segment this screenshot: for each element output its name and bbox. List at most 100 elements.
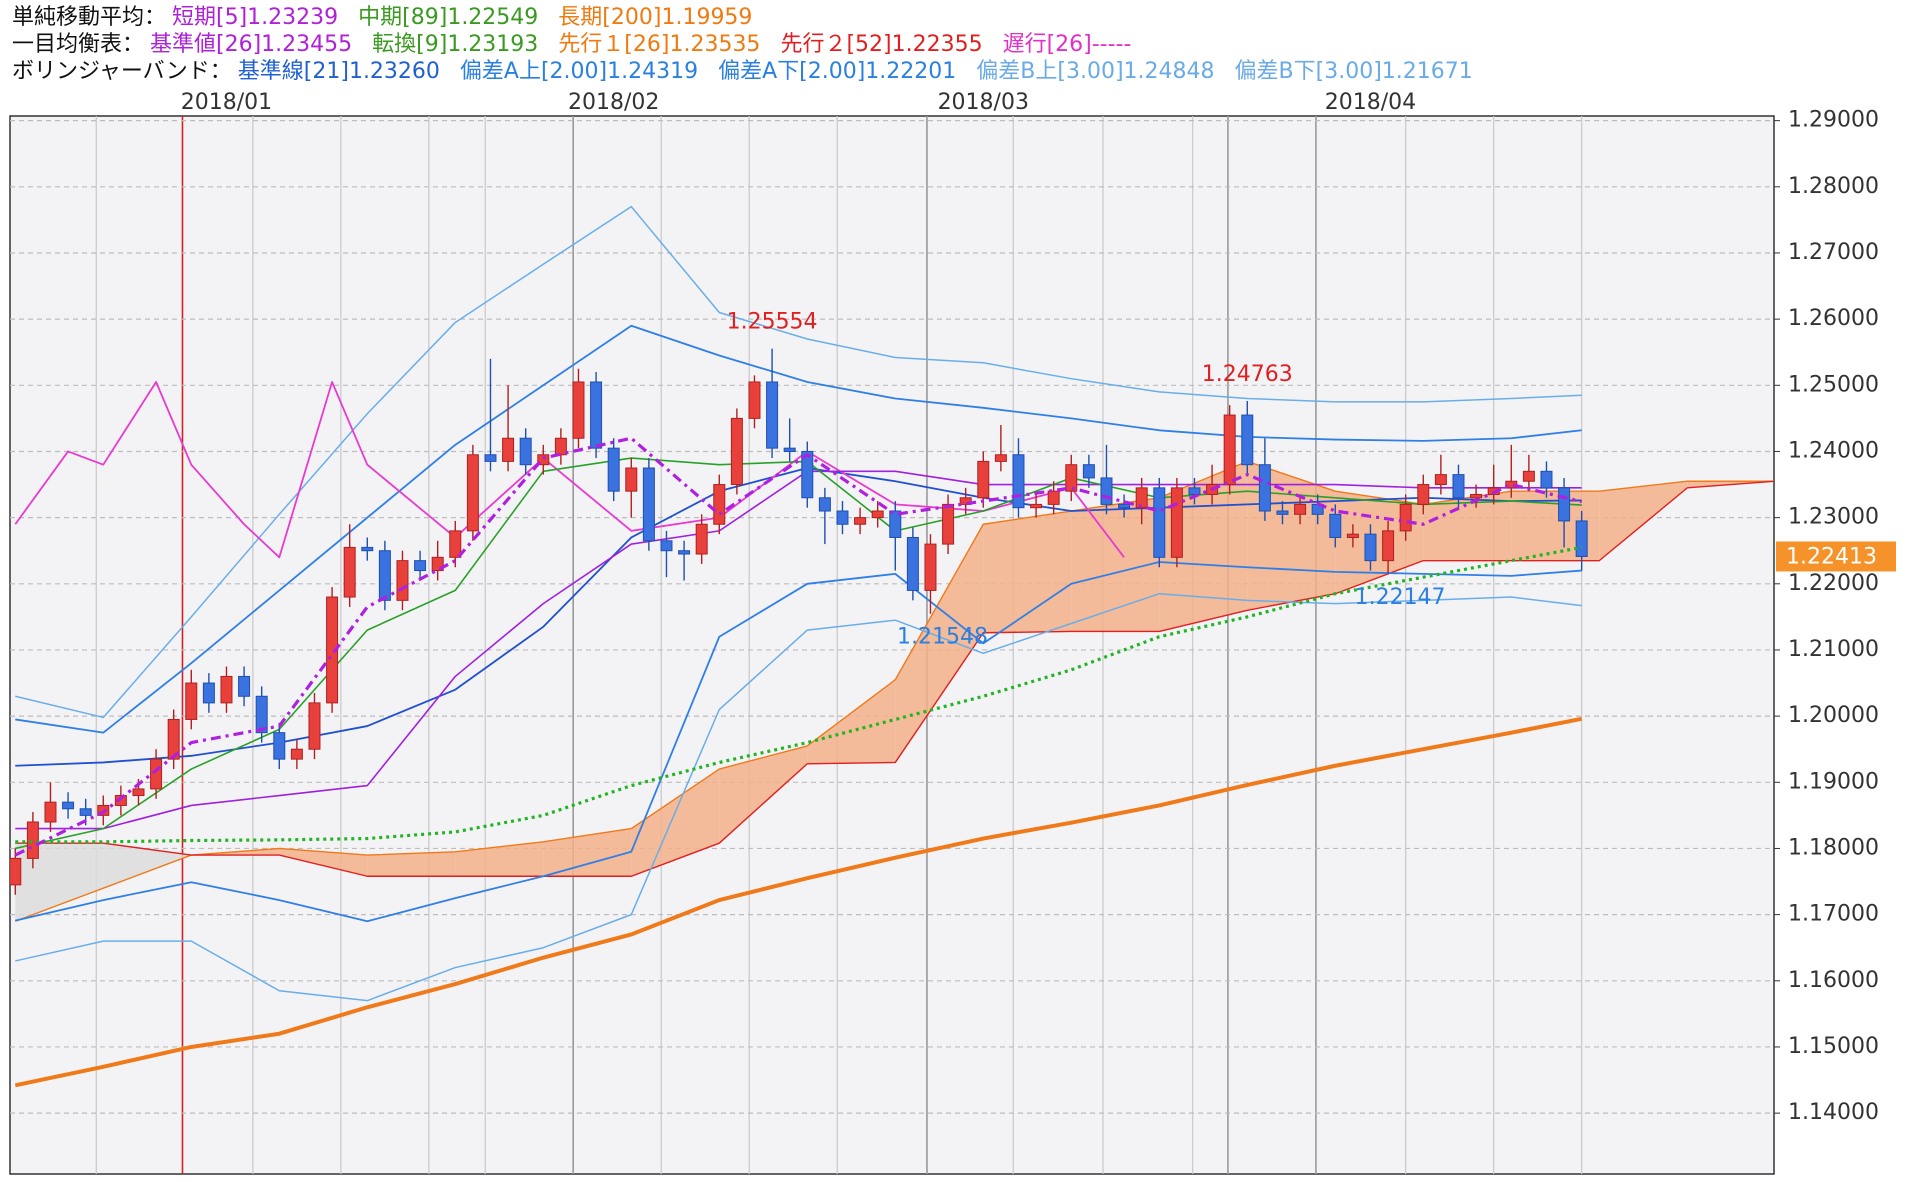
candle-body [977, 460, 990, 499]
y-tick-label: 1.17000 [1788, 902, 1879, 927]
candle-body [449, 530, 462, 558]
candle-body [854, 517, 867, 525]
candle-body [1118, 503, 1131, 509]
candle-body [924, 543, 937, 591]
legend-item: 中期[89]1.22549 [358, 5, 538, 30]
candle-body [466, 454, 479, 532]
candle-body [590, 381, 603, 449]
cloud-segment [807, 679, 896, 764]
x-tick-label: 2018/01 [181, 90, 272, 115]
candle-body [1170, 487, 1183, 558]
candle-body [519, 437, 532, 466]
candle-body [1082, 464, 1095, 479]
candle-body [1047, 490, 1060, 505]
legend-item: 短期[5]1.23239 [172, 5, 338, 30]
low-label: 1.22147 [1355, 585, 1446, 610]
candle-body [1188, 487, 1201, 495]
indicator-line [15, 324, 1582, 734]
candle-body [942, 503, 955, 545]
leading-span-2 [15, 480, 1774, 877]
candle-body [1399, 503, 1412, 532]
y-tick-label: 1.16000 [1788, 968, 1879, 993]
legend-item: 転換[9]1.23193 [372, 32, 538, 57]
candle-body [818, 497, 831, 512]
candle-body [44, 801, 57, 823]
y-tick-label: 1.20000 [1788, 703, 1879, 728]
y-tick-label: 1.23000 [1788, 505, 1879, 530]
candle-body [1522, 470, 1535, 482]
candle-body [167, 718, 180, 760]
candle-body [1346, 533, 1359, 538]
legend-item: 長期[200]1.19959 [558, 5, 752, 30]
x-tick-label: 2018/03 [938, 90, 1029, 115]
candle-body [26, 821, 39, 859]
candle-body [361, 546, 374, 552]
y-tick-label: 1.21000 [1788, 637, 1879, 662]
candle-body [290, 748, 303, 760]
candle-body [1223, 414, 1236, 486]
legend-item: 先行１[26]1.23535 [558, 32, 760, 57]
candle-body [150, 758, 163, 790]
candle-body [79, 808, 92, 816]
cloud-segment [279, 848, 368, 877]
y-tick-label: 1.19000 [1788, 769, 1879, 794]
cloud-segment [455, 841, 544, 877]
candle-body [1364, 533, 1377, 562]
candle-body [537, 454, 550, 466]
candle-body [1258, 464, 1271, 512]
legend-item: 偏差A下[2.00]1.22201 [718, 59, 956, 84]
candle-body [695, 523, 708, 555]
candle-body [343, 546, 356, 598]
candle-body [1030, 503, 1043, 509]
candle-body [308, 702, 321, 750]
cloud-segment [719, 745, 808, 844]
low-label: 1.21548 [897, 625, 988, 650]
candle-body [1135, 487, 1148, 509]
candle-body [273, 732, 286, 760]
candle-body [906, 536, 919, 591]
cloud-segment [15, 843, 104, 922]
candle-body [132, 788, 145, 797]
candle-body [414, 560, 427, 572]
candle-body [783, 447, 796, 452]
candle-body [431, 556, 444, 572]
candle-body [889, 510, 902, 538]
candle-body [396, 560, 409, 601]
y-tick-label: 1.29000 [1788, 108, 1879, 133]
candle-body [185, 682, 198, 720]
candle-body [484, 454, 497, 462]
candle-body [1470, 493, 1483, 499]
plot-layer [10, 116, 1774, 1174]
candle-body [554, 437, 567, 456]
legend-row: 一目均衡表： 基準値[26]1.23455 転換[9]1.23193 先行１[26]1… [12, 32, 1131, 57]
cloud-segment [1071, 497, 1160, 632]
candle-body [1100, 477, 1113, 505]
candle-body [730, 417, 743, 486]
legend-row: 単純移動平均： 短期[5]1.23239 中期[89]1.22549 長期[200]1… [12, 5, 752, 30]
cloud-segment [1423, 491, 1512, 561]
legend-label: 一目均衡表： [12, 32, 144, 57]
cloud-segment [367, 851, 456, 877]
candle-body [1558, 487, 1571, 522]
cloud-segment [895, 524, 984, 763]
legend-row: ボリンジャーバンド： 基準線[21]1.23260 偏差A上[2.00]1.2431… [12, 59, 1473, 84]
indicator-line [15, 592, 1582, 1002]
y-tick-label: 1.26000 [1788, 306, 1879, 331]
legend-item: 偏差B上[3.00]1.24848 [976, 59, 1214, 84]
y-tick-label: 1.18000 [1788, 835, 1879, 860]
legend-item: 偏差A上[2.00]1.24319 [460, 59, 698, 84]
x-tick-label: 2018/02 [568, 90, 659, 115]
y-tick-label: 1.25000 [1788, 372, 1879, 397]
y-tick-label: 1.28000 [1788, 174, 1879, 199]
moving-average-line [15, 545, 1582, 844]
high-label: 1.24763 [1202, 362, 1293, 387]
candle-body [62, 801, 75, 810]
candle-body [801, 450, 814, 499]
cloud-segment [631, 769, 720, 877]
x-tick-label: 2018/04 [1325, 90, 1416, 115]
candle-body [1276, 510, 1289, 515]
cloud-segment [543, 828, 632, 877]
candle-body [1434, 474, 1447, 486]
candle-body [766, 381, 779, 449]
